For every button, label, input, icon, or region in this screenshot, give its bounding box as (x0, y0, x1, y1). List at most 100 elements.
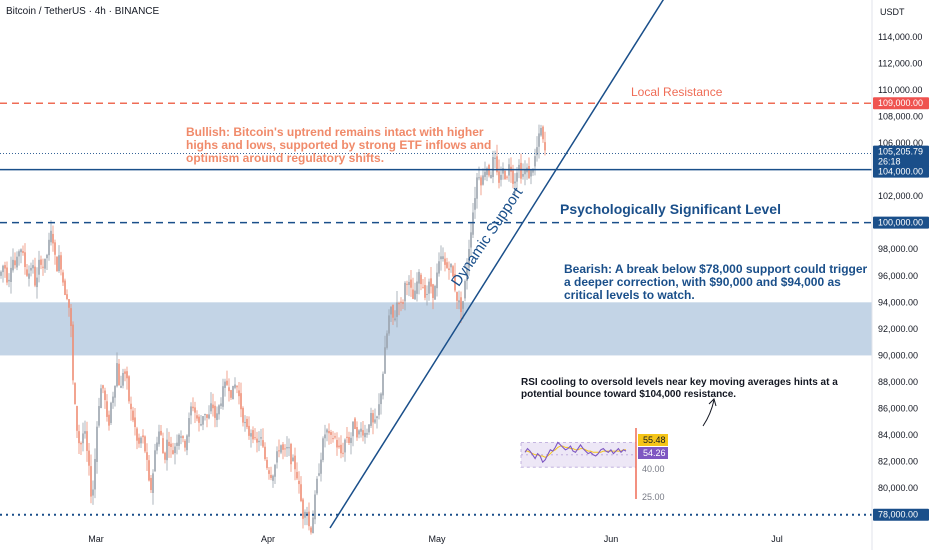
y-tick-label: 80,000.00 (878, 483, 918, 493)
y-tick-label: 82,000.00 (878, 457, 918, 467)
candle-body (536, 147, 538, 156)
support-78k-price-text: 78,000.00 (878, 510, 918, 520)
candle-body (324, 434, 326, 439)
candle-body (34, 266, 36, 286)
candle-body (358, 430, 360, 435)
rsi-note-line: potential bounce toward $104,000 resista… (521, 389, 737, 400)
candle-body (486, 168, 488, 175)
candle-body (80, 442, 82, 445)
note-arrow (702, 399, 715, 427)
candle-body (390, 307, 392, 315)
candle-body (298, 480, 300, 485)
candle-body (444, 258, 446, 265)
rsi-axis-label: 25.00 (642, 492, 665, 502)
candle-body (342, 452, 344, 454)
rsi-value-tag (638, 434, 668, 446)
candle-body (2, 265, 4, 273)
bearish-line: Bearish: A break below $78,000 support c… (564, 262, 868, 276)
candle-body (426, 293, 428, 295)
current-price-price-tag (873, 145, 929, 168)
candle-body (494, 157, 496, 160)
currency-label: USDT (880, 7, 905, 17)
rsi-axis-label: 40.00 (642, 464, 665, 474)
y-tick-label: 94,000.00 (878, 297, 918, 307)
candle-body (362, 430, 364, 436)
bullish-line: Bullish: Bitcoin's uptrend remains intac… (186, 125, 484, 139)
candle-body (292, 457, 294, 462)
y-tick-label: 106,000.00 (878, 138, 923, 148)
support-104k-price-tag (873, 165, 929, 178)
candle-body (356, 427, 358, 438)
candle-body (464, 281, 466, 299)
candle-body (288, 447, 290, 449)
candle-body (216, 413, 218, 421)
candle-body (14, 260, 16, 266)
candle-body (190, 406, 192, 416)
candle-body (82, 433, 84, 444)
candle-body (138, 437, 140, 444)
candle-body (188, 418, 190, 437)
candle-body (234, 384, 236, 388)
candle-body (424, 285, 426, 298)
candle-body (24, 252, 26, 267)
candle-body (332, 438, 334, 440)
candle-body (170, 443, 172, 448)
candle-body (518, 164, 520, 170)
candle-body (366, 433, 368, 435)
candle-body (86, 431, 88, 451)
candle-body (252, 430, 254, 440)
candle-body (62, 272, 64, 283)
candle-body (16, 256, 18, 268)
y-tick-label: 110,000.00 (878, 85, 922, 95)
candle-body (106, 401, 108, 417)
candle-body (206, 414, 208, 418)
candle-body (202, 416, 204, 425)
candle-body (112, 396, 114, 403)
candle-body (504, 170, 506, 180)
candle-body (454, 274, 456, 291)
psych-level-price-text: 100,000.00 (878, 218, 923, 228)
y-tick-label: 84,000.00 (878, 430, 918, 440)
candle-body (394, 318, 396, 321)
candle-body (66, 294, 68, 299)
candle-body (36, 277, 38, 288)
candle-body (312, 517, 314, 534)
candle-body (496, 156, 498, 173)
candle-body (50, 230, 52, 243)
candle-body (238, 390, 240, 397)
candle-body (346, 436, 348, 438)
candle-body (64, 280, 66, 296)
candle-body (44, 258, 46, 269)
rsi-value-text: 55.48 (643, 435, 666, 445)
candle-body (242, 407, 244, 423)
candle-body (78, 431, 80, 444)
candle-body (8, 279, 10, 282)
candle-body (350, 437, 352, 444)
candle-body (98, 406, 100, 426)
candle-body (284, 448, 286, 450)
candle-body (100, 388, 102, 409)
candle-body (110, 402, 112, 424)
bearish-line: a deeper correction, with $90,000 and $9… (564, 275, 841, 289)
candle-body (176, 442, 178, 446)
candle-body (32, 265, 34, 269)
candle-body (422, 287, 424, 289)
support-zone (0, 302, 872, 356)
candle-body (280, 445, 282, 453)
candle-body (126, 371, 128, 379)
bearish-note: Bearish: A break below $78,000 support c… (564, 263, 867, 302)
candle-body (460, 297, 462, 313)
candle-body (92, 489, 94, 496)
candle-body (376, 416, 378, 418)
candle-body (490, 174, 492, 178)
y-tick-label: 102,000.00 (878, 191, 923, 201)
candle-body (240, 393, 242, 410)
candle-body (40, 259, 42, 265)
candle-body (304, 511, 306, 518)
candle-body (222, 386, 224, 407)
candle-body (178, 434, 180, 446)
candle-body (418, 271, 420, 284)
candle-body (502, 168, 504, 174)
bar-countdown-text: 26:18 (878, 157, 901, 167)
